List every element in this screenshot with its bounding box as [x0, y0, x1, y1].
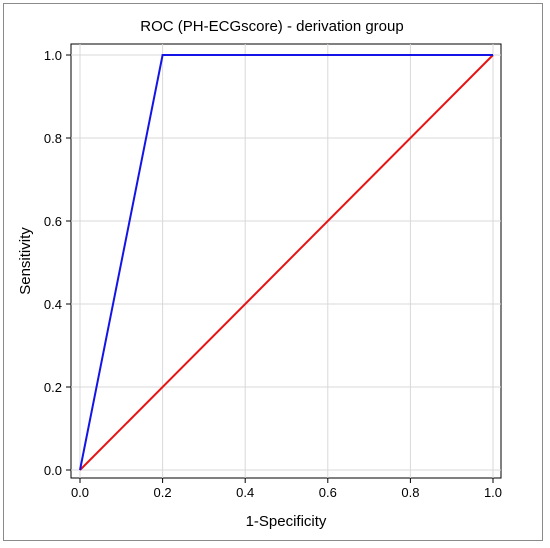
- y-axis-label: Sensitivity: [17, 227, 34, 295]
- y-tick-label: 0.4: [44, 297, 62, 312]
- x-axis-ticks: 0.0 0.2 0.4 0.6 0.8 1.0: [71, 478, 502, 500]
- roc-curve-line: [79, 54, 493, 471]
- reference-diagonal-line: [79, 54, 494, 471]
- x-tick-label: 0.0: [71, 485, 89, 500]
- y-tick-label: 0.6: [44, 214, 62, 229]
- y-tick-label: 0.0: [44, 463, 62, 478]
- grid-lines: [71, 44, 501, 478]
- y-tick-label: 0.8: [44, 131, 62, 146]
- x-axis-label: 1-Specificity: [246, 513, 327, 530]
- x-tick-label: 0.8: [401, 485, 419, 500]
- y-tick-label: 0.2: [44, 380, 62, 395]
- x-tick-label: 0.2: [154, 485, 172, 500]
- x-tick-label: 0.6: [319, 485, 337, 500]
- x-tick-label: 0.4: [236, 485, 254, 500]
- y-axis-ticks: 0.0 0.2 0.4 0.6 0.8 1.0: [44, 48, 71, 478]
- y-tick-label: 1.0: [44, 48, 62, 63]
- x-tick-label: 1.0: [484, 485, 502, 500]
- series-group: [79, 54, 494, 471]
- chart-title: ROC (PH-ECGscore) - derivation group: [140, 18, 403, 35]
